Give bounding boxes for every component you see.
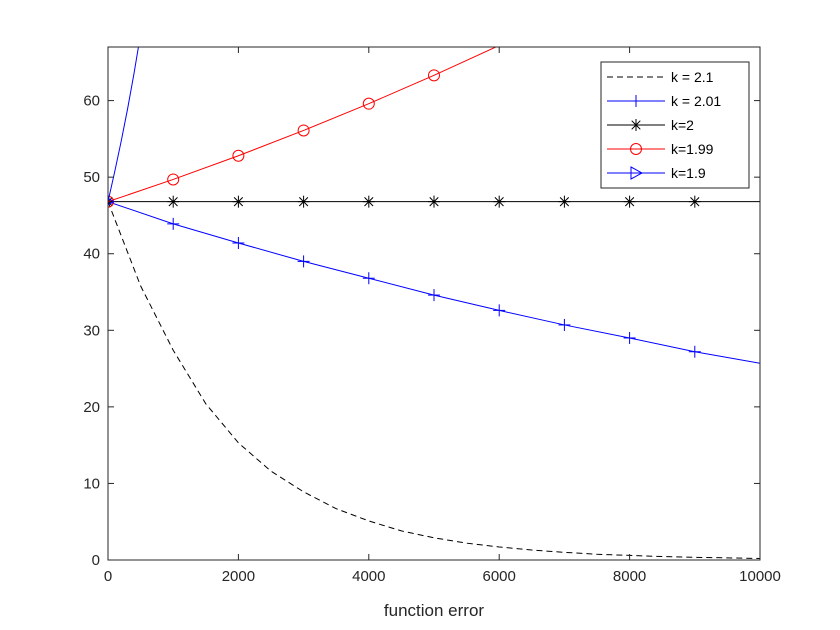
series-k-2-01 (108, 195, 760, 364)
x-tick-label: 2000 (222, 568, 255, 585)
data-point (688, 195, 701, 208)
x-tick-label: 6000 (483, 568, 516, 585)
y-tick-label: 50 (83, 169, 100, 186)
data-point (232, 149, 245, 162)
x-tick-label: 10000 (739, 568, 781, 585)
data-point (493, 195, 506, 208)
series-k-1-99 (108, 47, 498, 208)
legend-marker (630, 166, 644, 180)
data-point (167, 195, 180, 208)
series-k-2 (108, 195, 760, 208)
data-point (362, 195, 375, 208)
data-point (167, 217, 180, 230)
legend-item: k = 2.1 (607, 69, 714, 85)
data-point (558, 318, 571, 331)
y-tick-label: 10 (83, 475, 100, 492)
data-point (493, 304, 506, 317)
legend-item: k=2 (607, 117, 694, 133)
data-point (362, 97, 375, 110)
data-point (623, 331, 636, 344)
legend-marker (630, 143, 642, 155)
legend-label: k = 2.01 (671, 93, 721, 109)
data-point (108, 195, 114, 208)
data-point (297, 255, 310, 268)
data-point (232, 195, 245, 208)
legend: k = 2.1 k = 2.01 k=2 k=1.99 k=1.9 (600, 61, 750, 189)
legend-marker (630, 95, 642, 107)
series-line (108, 47, 498, 203)
data-point (623, 195, 636, 208)
data-point (297, 195, 310, 208)
legend-label: k=1.9 (671, 165, 706, 181)
data-point (558, 195, 571, 208)
legend-item: k = 2.01 (607, 93, 721, 109)
legend-label: k=1.99 (671, 141, 714, 157)
y-tick-label: 20 (83, 399, 100, 416)
data-point (428, 195, 440, 208)
axes-box (107, 46, 761, 561)
series-line (108, 201, 760, 559)
legend-label: k = 2.1 (671, 69, 714, 85)
data-point (362, 272, 375, 285)
series-line (108, 47, 139, 202)
x-tick-label: 8000 (613, 568, 646, 585)
data-point (428, 69, 440, 82)
x-tick-label: 0 (104, 568, 112, 585)
y-tick-label: 0 (92, 552, 100, 569)
data-point (297, 124, 310, 137)
y-tick-label: 60 (83, 93, 100, 110)
series-k-2-1 (108, 201, 760, 559)
x-axis-title: function error (384, 601, 484, 620)
series-layer (108, 47, 760, 559)
legend-label: k=2 (671, 117, 694, 133)
y-tick-label: 30 (83, 322, 100, 339)
data-point (688, 345, 701, 358)
data-point (232, 237, 245, 250)
y-tick-label: 40 (83, 246, 100, 263)
data-point (428, 289, 440, 302)
x-tick-label: 4000 (352, 568, 385, 585)
legend-item: k=1.99 (607, 141, 714, 157)
legend-marker (630, 119, 642, 131)
data-point (167, 173, 180, 186)
tick-layer: 0 2000 4000 6000 8000 10000 0 10 20 30 40 50 60 (83, 47, 781, 585)
legend-item: k=1.9 (607, 165, 706, 181)
